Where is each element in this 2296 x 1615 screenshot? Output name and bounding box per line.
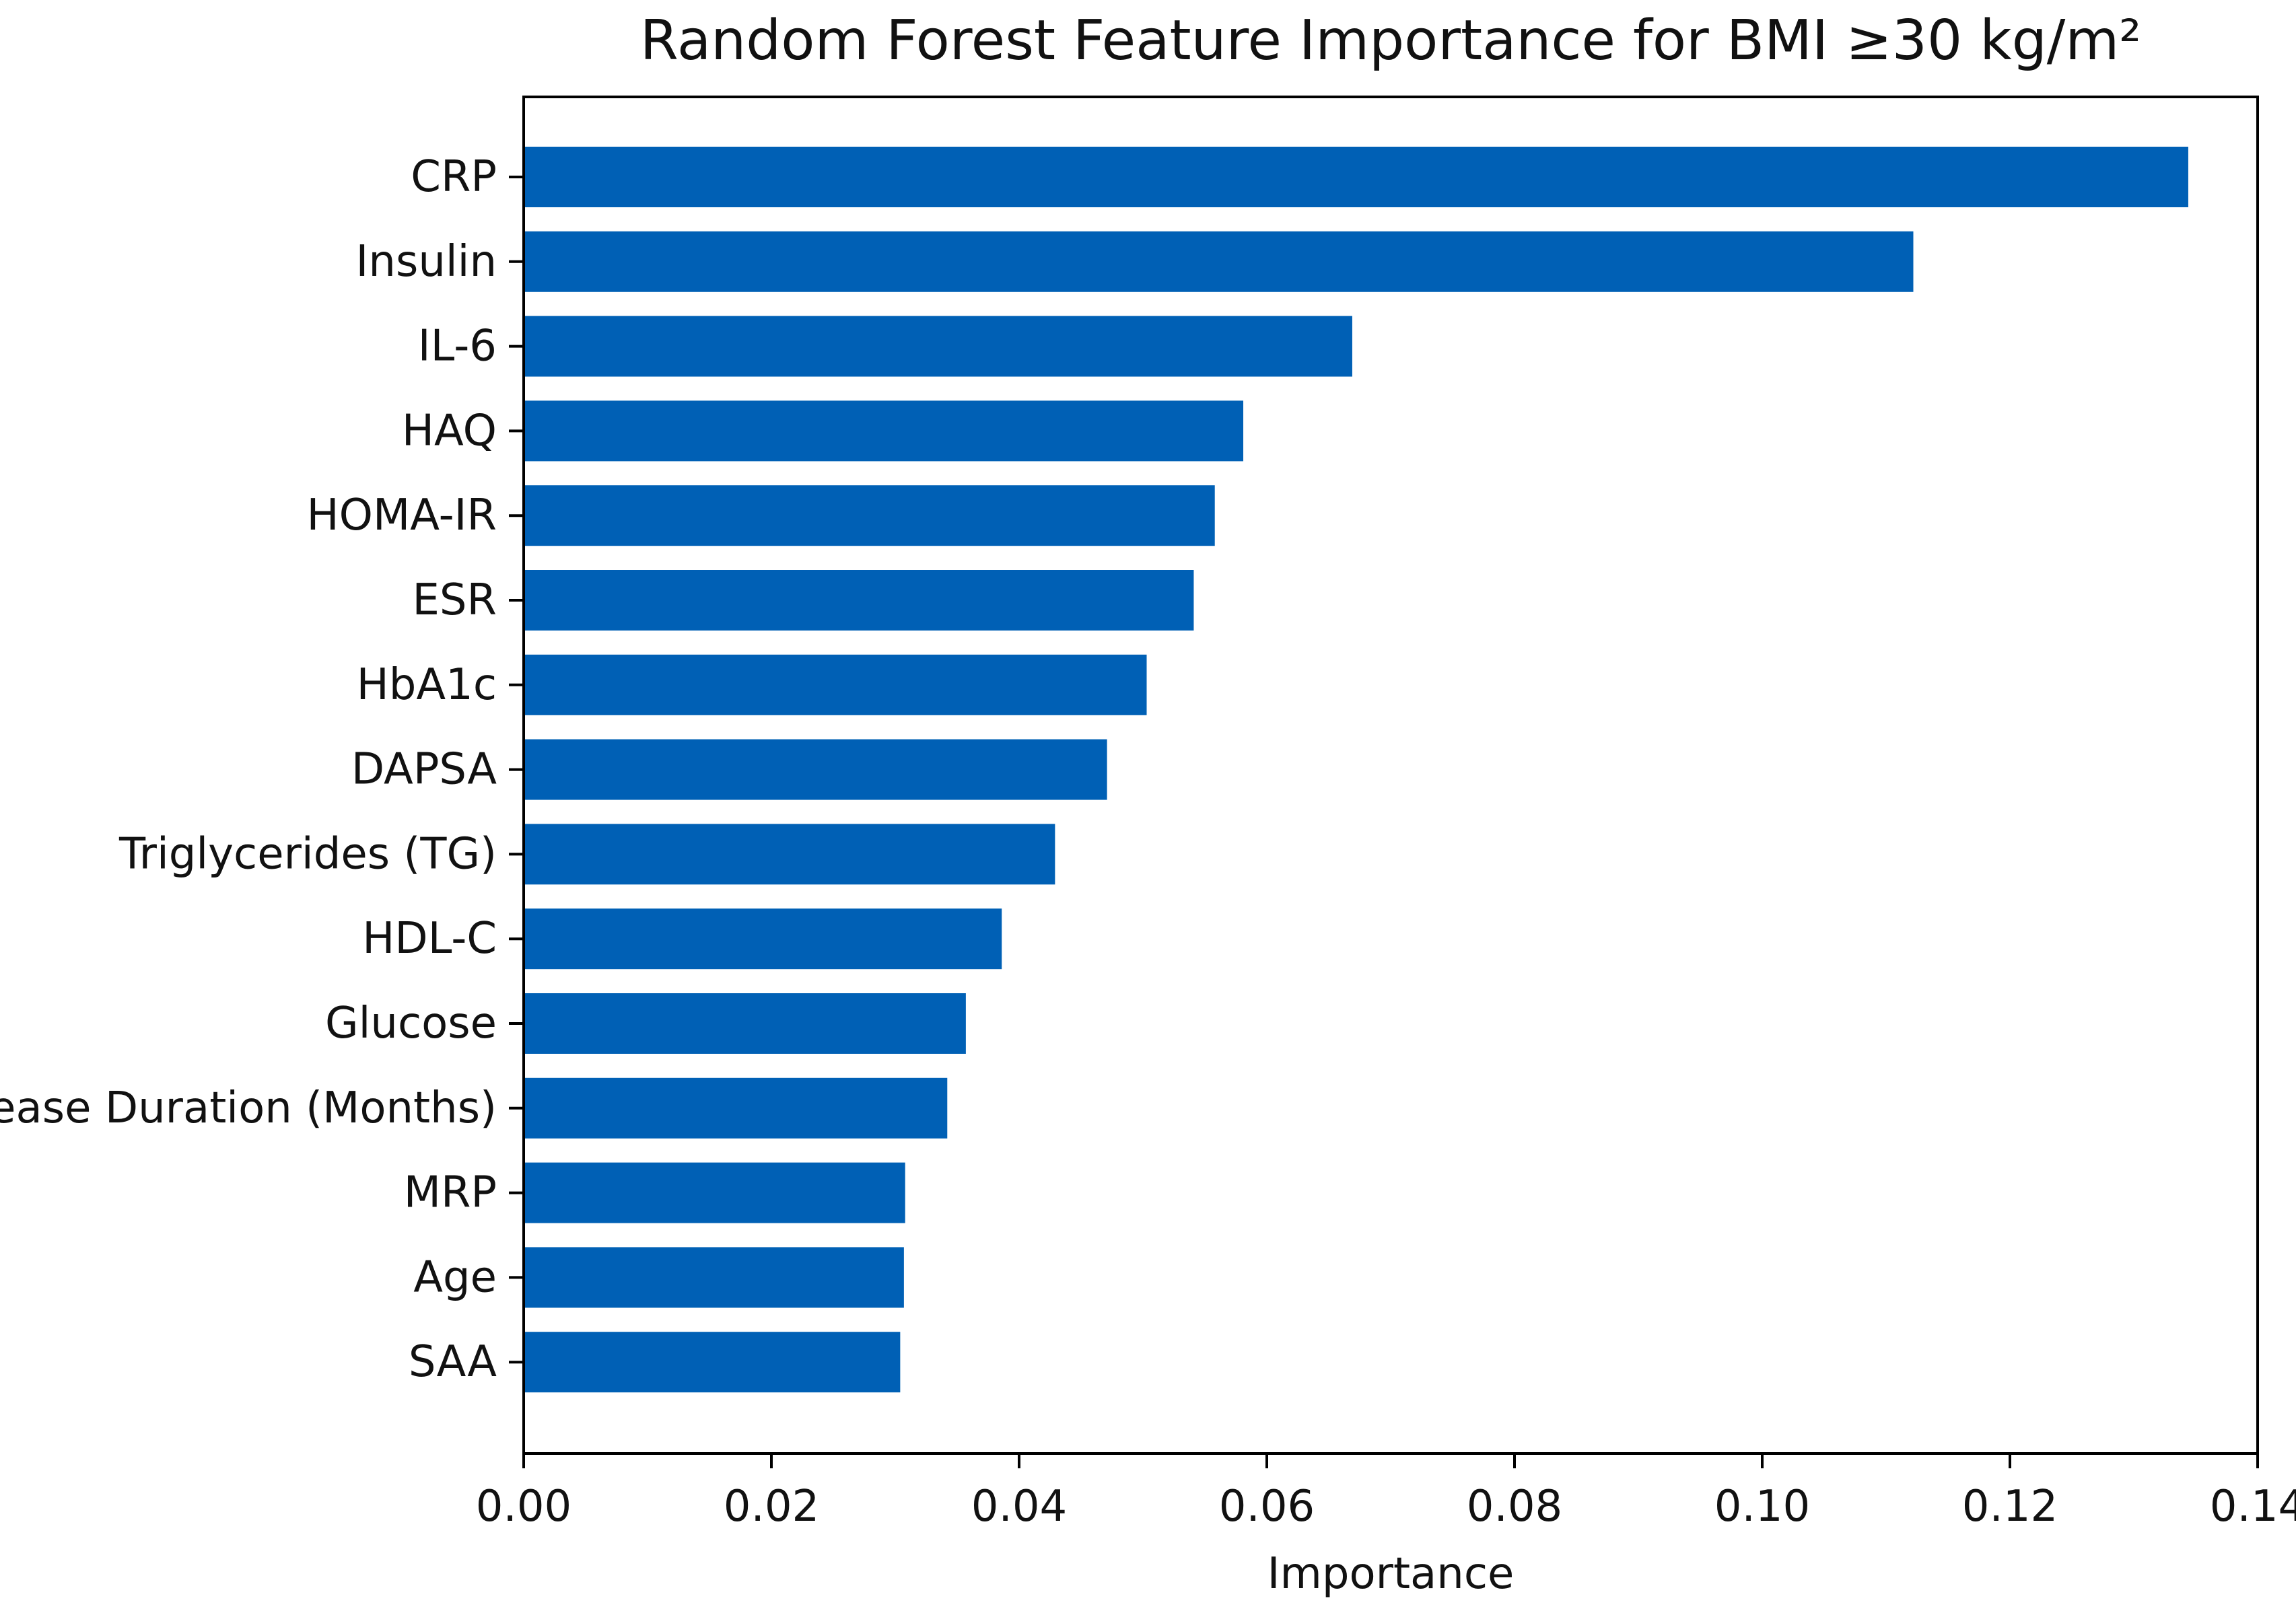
bar-4 xyxy=(524,485,1215,546)
bar-2 xyxy=(524,316,1352,377)
y-tick-label-10: Glucose xyxy=(325,999,497,1048)
y-tick-label-12: MRP xyxy=(404,1168,497,1218)
x-tick-label-5: 0.10 xyxy=(1714,1482,1811,1532)
x-tick-label-6: 0.12 xyxy=(1962,1482,2058,1532)
y-tick-label-1: Insulin xyxy=(356,237,497,287)
y-tick-label-3: HAQ xyxy=(402,406,497,456)
x-tick-label-1: 0.02 xyxy=(724,1482,820,1532)
bar-10 xyxy=(524,993,966,1054)
y-axis-ticks: CRP Insulin IL-6 HAQ HOMA-IR ESR HbA1c DAPSA Tri… xyxy=(0,152,524,1387)
y-tick-label-13: Age xyxy=(413,1252,497,1302)
bar-0 xyxy=(524,147,2188,207)
x-tick-label-7: 0.14 xyxy=(2210,1482,2296,1532)
x-tick-label-3: 0.06 xyxy=(1219,1482,1315,1532)
y-tick-label-4: HOMA-IR xyxy=(306,491,497,540)
chart-title: Random Forest Feature Importance for BMI… xyxy=(640,9,2141,73)
y-tick-label-9: HDL-C xyxy=(362,914,497,964)
bar-12 xyxy=(524,1162,905,1223)
plot-frame xyxy=(522,96,2259,1455)
x-tick-label-2: 0.04 xyxy=(971,1482,1068,1532)
bar-1 xyxy=(524,231,1914,292)
x-axis-label: Importance xyxy=(1267,1549,1515,1599)
y-tick-label-14: SAA xyxy=(409,1337,497,1387)
x-tick-label-0: 0.00 xyxy=(476,1482,572,1532)
y-tick-label-11: Disease Duration (Months) xyxy=(0,1083,497,1133)
y-tick-label-8: Triglycerides (TG) xyxy=(118,829,497,879)
bar-6 xyxy=(524,654,1147,715)
bar-8 xyxy=(524,824,1055,885)
bars-group xyxy=(524,147,2188,1393)
bar-3 xyxy=(524,400,1244,462)
y-tick-label-7: DAPSA xyxy=(351,745,497,795)
y-tick-label-5: ESR xyxy=(412,575,497,625)
x-tick-label-4: 0.08 xyxy=(1467,1482,1563,1532)
bar-5 xyxy=(524,570,1194,631)
y-tick-label-6: HbA1c xyxy=(357,660,497,710)
bar-14 xyxy=(524,1332,901,1393)
x-axis-ticks: 0.00 0.02 0.04 0.06 0.08 0.10 0.12 0.14 xyxy=(476,1454,2296,1532)
y-tick-label-2: IL-6 xyxy=(418,322,497,371)
bar-9 xyxy=(524,908,1002,970)
bar-11 xyxy=(524,1077,948,1139)
y-tick-label-0: CRP xyxy=(411,152,497,202)
bar-13 xyxy=(524,1247,904,1308)
bar-7 xyxy=(524,739,1107,800)
